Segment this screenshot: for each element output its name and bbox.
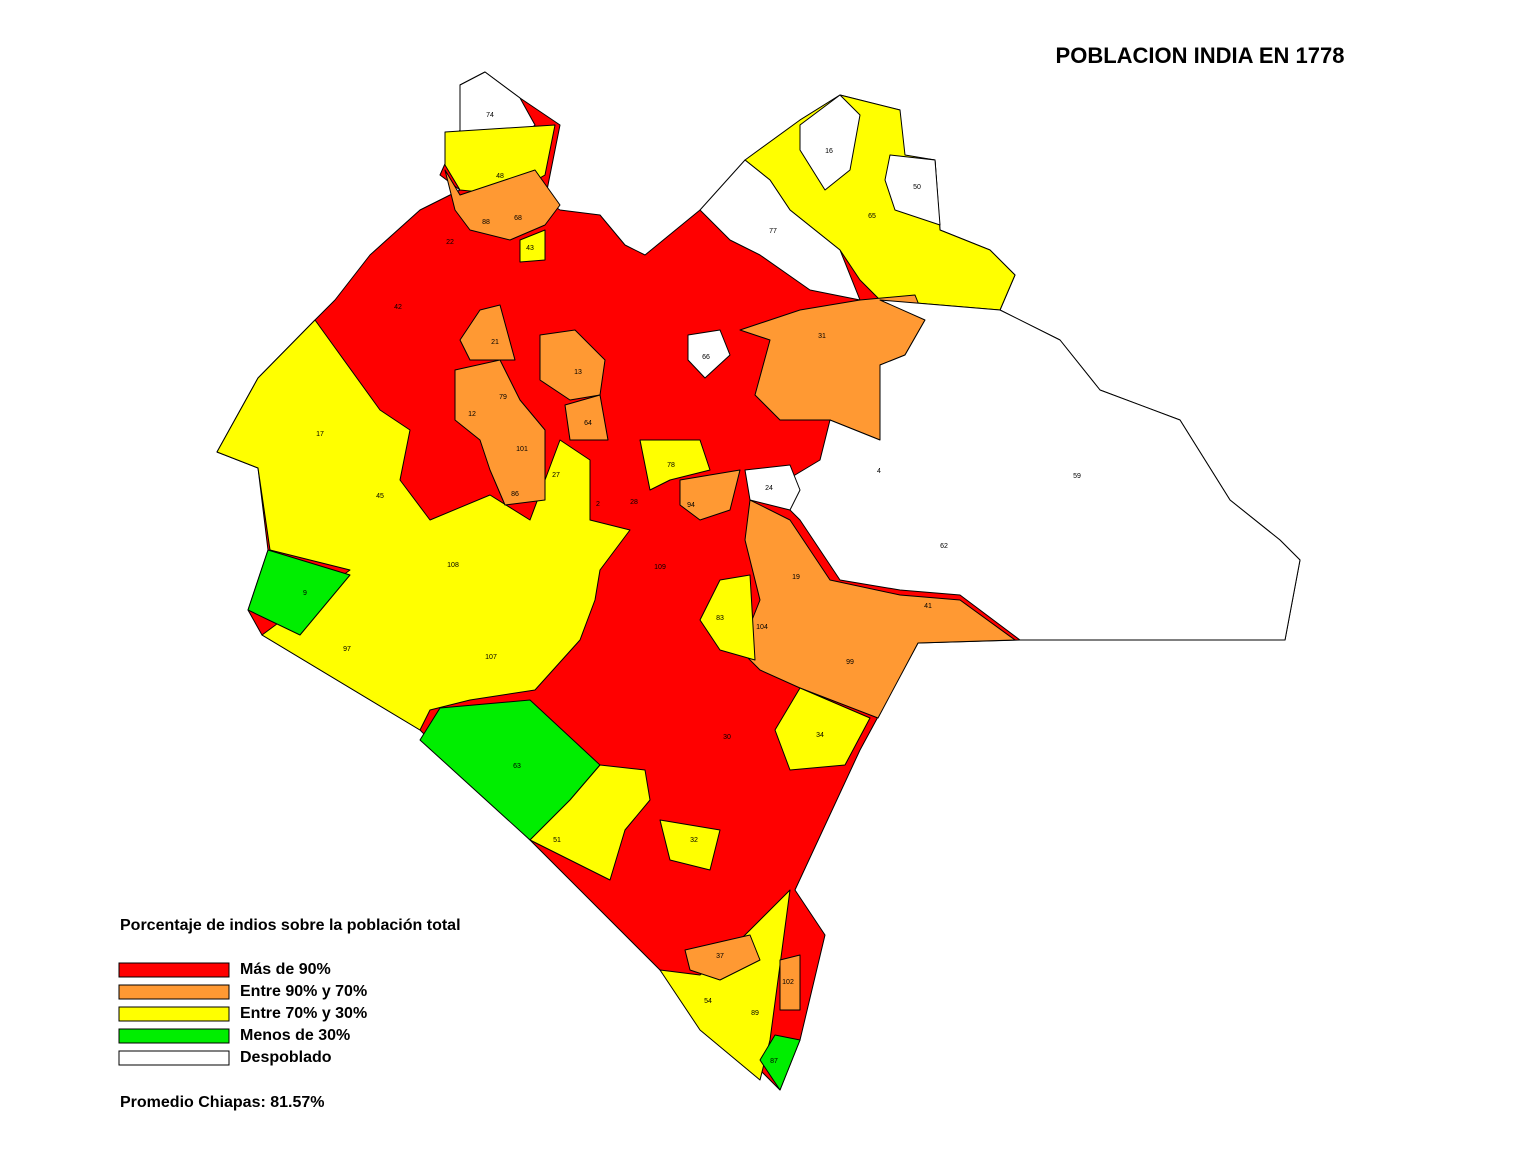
region-label: 21 (491, 339, 499, 346)
region (799, 94, 861, 191)
region-label: 97 (343, 646, 351, 653)
legend-swatch (118, 984, 230, 1000)
legend-swatch (118, 1006, 230, 1022)
region (684, 934, 761, 981)
region-label: 62 (940, 543, 948, 550)
region (564, 394, 609, 441)
region-label: 59 (1073, 473, 1081, 480)
region-label: 43 (526, 245, 534, 252)
region-label: 34 (816, 732, 824, 739)
legend-swatch (118, 1050, 230, 1066)
region (529, 764, 651, 881)
region-label: 45 (376, 493, 384, 500)
region (659, 819, 721, 871)
region-label: 107 (485, 654, 497, 661)
region (679, 469, 741, 521)
legend-title: Porcentaje de indios sobre la población … (120, 917, 461, 934)
region-label: 87 (770, 1058, 778, 1065)
region (739, 499, 1016, 719)
region-label: 2 (596, 501, 600, 508)
region-label: 51 (553, 837, 561, 844)
region-label: 13 (574, 369, 582, 376)
region (639, 439, 711, 491)
region (247, 549, 351, 636)
region-label: 88 (482, 219, 490, 226)
legend-swatch (118, 1028, 230, 1044)
region-label: 94 (687, 502, 695, 509)
region-label: 48 (496, 173, 504, 180)
region-label: 101 (516, 446, 528, 453)
region-label: 89 (751, 1010, 759, 1017)
region-label: 9 (303, 590, 307, 597)
region-label: 28 (630, 499, 638, 506)
region-label: 17 (316, 431, 324, 438)
region-label: 78 (667, 462, 675, 469)
map-title: POBLACION INDIA EN 1778 (1056, 43, 1345, 68)
legend-label: Entre 70% y 30% (240, 1005, 367, 1022)
region-label: 74 (486, 112, 494, 119)
region (687, 329, 731, 379)
region-label: 77 (769, 228, 777, 235)
average-note: Promedio Chiapas: 81.57% (120, 1094, 325, 1111)
region-label: 16 (825, 148, 833, 155)
region-label: 12 (468, 411, 476, 418)
region (769, 299, 1301, 641)
legend-swatch (118, 962, 230, 978)
region-label: 37 (716, 953, 724, 960)
region-label: 31 (818, 333, 826, 340)
region-label: 64 (584, 420, 592, 427)
region-label: 50 (913, 184, 921, 191)
region-label: 27 (552, 472, 560, 479)
region-label: 79 (499, 394, 507, 401)
region-label: 83 (716, 615, 724, 622)
region (759, 1034, 801, 1091)
region-label: 65 (868, 213, 876, 220)
region (744, 464, 801, 511)
region-label: 30 (723, 734, 731, 741)
region (774, 687, 871, 771)
legend-label: Más de 90% (240, 961, 331, 978)
region-label: 42 (394, 304, 402, 311)
region (699, 574, 756, 661)
region (884, 154, 941, 226)
region (519, 229, 546, 263)
region-label: 32 (690, 837, 698, 844)
region-label: 54 (704, 998, 712, 1005)
legend: Más de 90% Entre 90% y 70% Entre 70% y 30%… (118, 961, 367, 1066)
region-label: 99 (846, 659, 854, 666)
regions (216, 71, 1301, 1091)
region-label: 104 (756, 624, 768, 631)
region-label: 22 (446, 239, 454, 246)
region-label: 41 (924, 603, 932, 610)
region-label: 102 (782, 979, 794, 986)
region-label: 19 (792, 574, 800, 581)
legend-label: Despoblado (240, 1049, 332, 1066)
region-label: 68 (514, 215, 522, 222)
region-label: 108 (447, 562, 459, 569)
region (699, 159, 861, 301)
region-label: 86 (511, 491, 519, 498)
region-label: 63 (513, 763, 521, 770)
region (779, 954, 801, 1011)
region-label: 109 (654, 564, 666, 571)
region (459, 304, 516, 361)
region-label: 4 (877, 468, 881, 475)
region-label: 24 (765, 485, 773, 492)
legend-label: Entre 90% y 70% (240, 983, 367, 1000)
region (444, 169, 561, 241)
region-label: 66 (702, 354, 710, 361)
region (454, 359, 546, 506)
legend-label: Menos de 30% (240, 1027, 350, 1044)
